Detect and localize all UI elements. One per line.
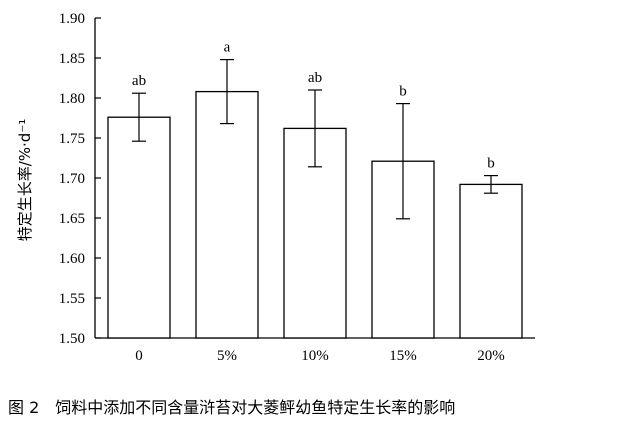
bar	[107, 116, 171, 339]
significance-label: ab	[308, 70, 322, 86]
x-tick-label: 20%	[477, 348, 505, 364]
tick-labels: 1.50 1.55 1.60 1.65 1.70 1.75 1.80 1.85 1.90 0 5% 1…	[59, 11, 505, 364]
figure-caption: 图 2 饲料中添加不同含量浒苔对大菱鲆幼鱼特定生长率的影响	[0, 394, 625, 418]
x-tick-label: 15%	[389, 348, 417, 364]
y-tick-label: 1.65	[59, 211, 85, 227]
y-axis-label: 特定生长率/%·d⁻¹	[16, 119, 34, 242]
y-tick-label: 1.60	[59, 251, 85, 267]
y-tick-label: 1.55	[59, 291, 85, 307]
y-tick-label: 1.70	[59, 171, 85, 187]
caption-text: 饲料中添加不同含量浒苔对大菱鲆幼鱼特定生长率的影响	[55, 398, 456, 417]
figure-number: 图 2	[8, 398, 40, 417]
x-tick-label: 5%	[217, 348, 237, 364]
y-tick-label: 1.85	[59, 51, 85, 67]
significance-label: ab	[132, 73, 146, 89]
significance-label: a	[224, 40, 231, 56]
x-tick-label: 0	[135, 348, 143, 364]
bar	[195, 90, 259, 339]
y-tick-label: 1.50	[59, 331, 85, 347]
y-tick-label: 1.90	[59, 11, 85, 27]
bars-group: ab a ab b b	[107, 40, 523, 339]
x-tick-label: 10%	[301, 348, 329, 364]
y-tick-label: 1.75	[59, 131, 85, 147]
y-tick-label: 1.80	[59, 91, 85, 107]
significance-label: b	[487, 156, 495, 172]
bar	[459, 183, 523, 339]
significance-label: b	[399, 84, 407, 100]
